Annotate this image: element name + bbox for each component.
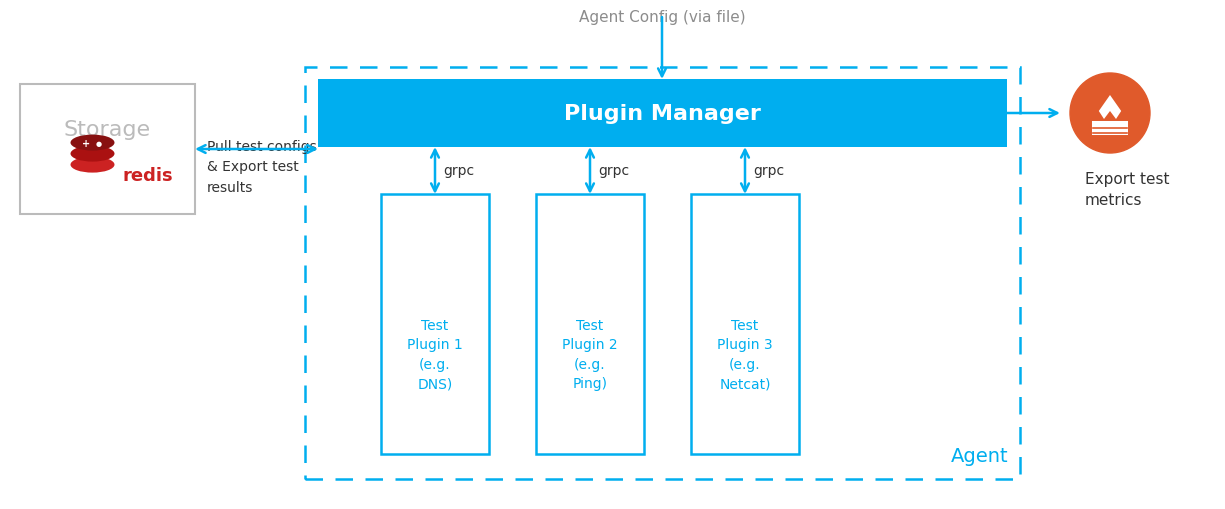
FancyBboxPatch shape (1091, 122, 1128, 136)
Bar (20, 85, 195, 215)
Text: Agent Config (via file): Agent Config (via file) (578, 10, 745, 25)
Text: grpc: grpc (443, 164, 474, 178)
Circle shape (1069, 74, 1150, 154)
Text: Storage: Storage (64, 120, 151, 140)
Ellipse shape (71, 135, 114, 151)
Bar (691, 194, 799, 454)
Bar (318, 80, 1007, 148)
Text: grpc: grpc (753, 164, 784, 178)
Bar (305, 68, 1020, 479)
Text: Test
Plugin 1
(e.g.
DNS): Test Plugin 1 (e.g. DNS) (407, 318, 463, 390)
Polygon shape (1099, 96, 1121, 120)
Text: Agent: Agent (951, 446, 1008, 465)
Bar (381, 194, 489, 454)
Text: Pull test configs
& Export test
results: Pull test configs & Export test results (207, 139, 317, 194)
Text: Test
Plugin 3
(e.g.
Netcat): Test Plugin 3 (e.g. Netcat) (717, 318, 773, 390)
Text: Test
Plugin 2
(e.g.
Ping): Test Plugin 2 (e.g. Ping) (562, 318, 617, 390)
Bar (537, 194, 644, 454)
Text: redis: redis (122, 166, 173, 184)
Text: Plugin Manager: Plugin Manager (564, 104, 761, 124)
Text: Export test
metrics: Export test metrics (1085, 172, 1170, 208)
Text: +: + (82, 138, 91, 148)
Ellipse shape (71, 157, 114, 173)
Text: grpc: grpc (598, 164, 630, 178)
Ellipse shape (71, 146, 114, 162)
Text: ●: ● (96, 140, 102, 146)
